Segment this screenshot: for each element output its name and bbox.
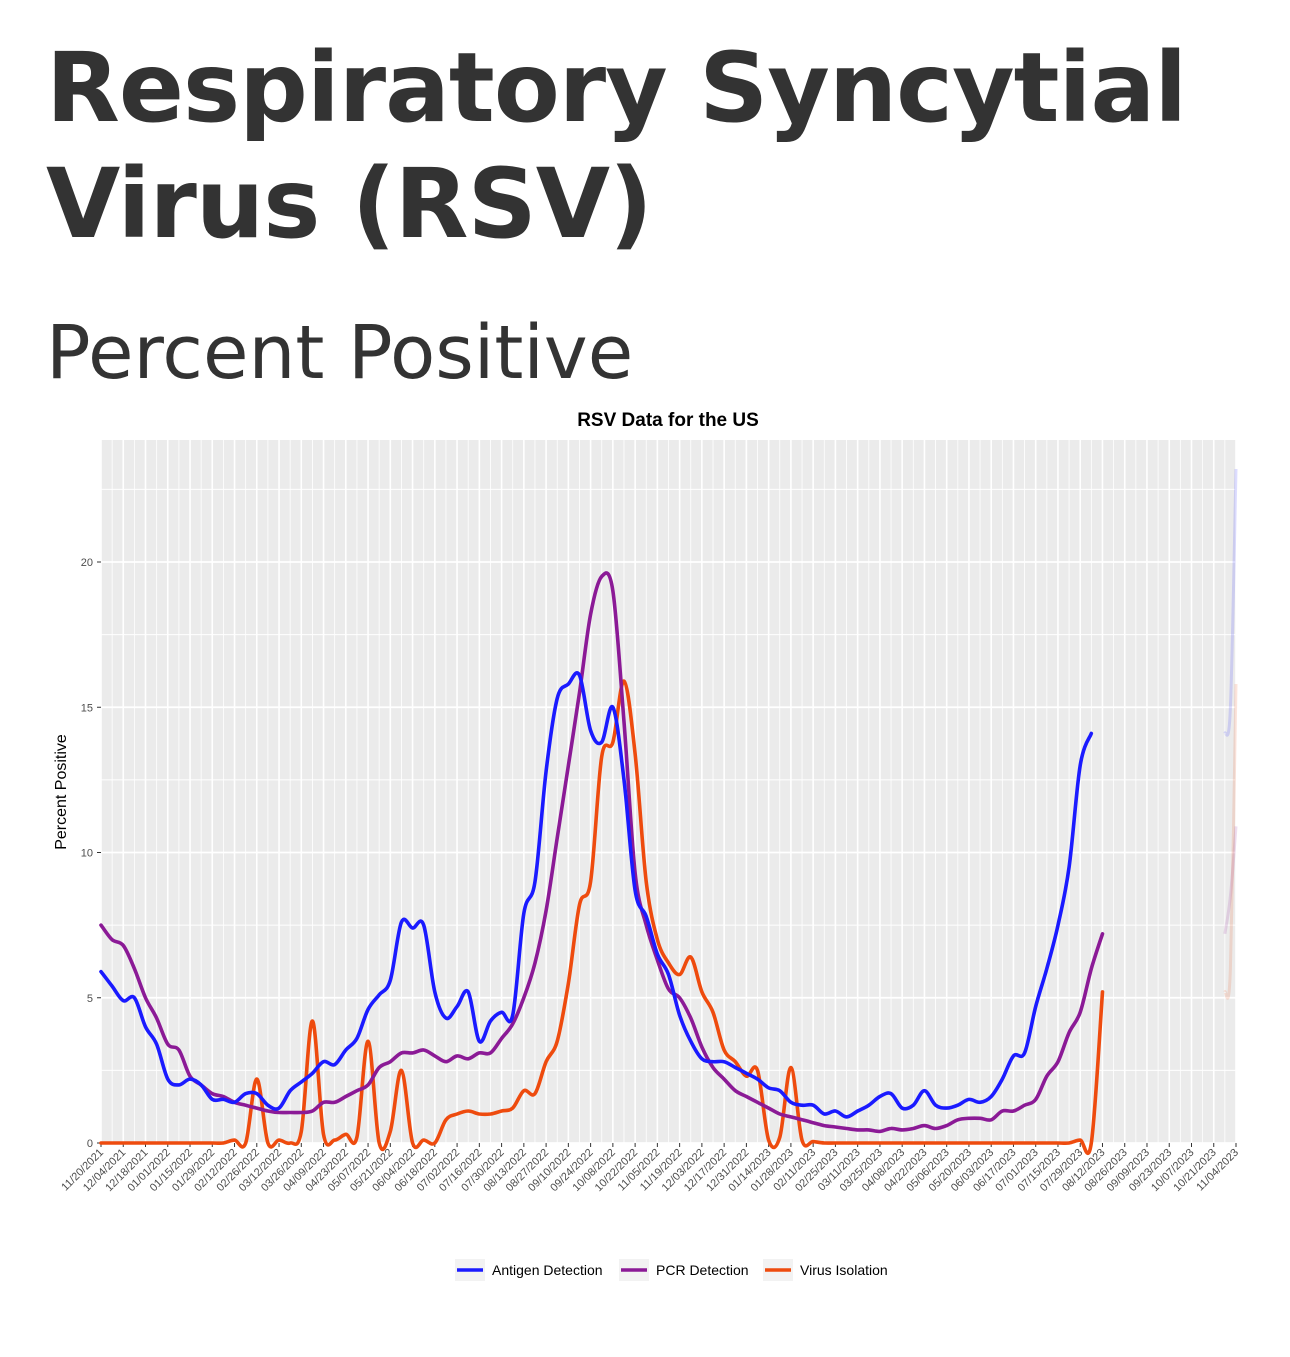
legend-item: PCR Detection	[619, 1259, 749, 1281]
page-title: Respiratory Syncytial Virus (RSV)	[46, 32, 1187, 260]
legend-label: Virus Isolation	[800, 1262, 888, 1278]
chart-title: RSV Data for the US	[577, 410, 759, 431]
pcr-faded-extension	[1223, 826, 1238, 935]
y-axis: 0 5 10 15 20	[81, 557, 101, 1150]
legend: Antigen Detection PCR Detection Virus Isol…	[455, 1259, 888, 1281]
y-tick-label: 5	[87, 993, 93, 1005]
y-tick-label: 10	[81, 848, 93, 860]
legend-label: PCR Detection	[656, 1262, 749, 1278]
y-tick-label: 15	[81, 702, 93, 714]
rsv-line-chart: RSV Data for the US 0 5 10 15 20 11/20/20211…	[53, 410, 1241, 1281]
y-tick-label: 0	[87, 1138, 93, 1150]
chart-container: RSV Data for the US 0 5 10 15 20 11/20/2021 1…	[0, 400, 1290, 1353]
pcr-detection-line	[99, 571, 1105, 1134]
virus-faded-extension	[1223, 683, 1238, 1000]
virus-isolation-line	[99, 679, 1105, 1155]
legend-item: Antigen Detection	[455, 1259, 603, 1281]
antigen-detection-line	[99, 671, 1094, 1119]
legend-label: Antigen Detection	[492, 1262, 603, 1278]
series-lines	[99, 468, 1238, 1155]
section-title: Percent Positive	[46, 310, 634, 396]
y-axis-label: Percent Positive	[53, 734, 70, 850]
legend-item: Virus Isolation	[763, 1259, 888, 1281]
x-axis: 11/20/202112/04/202112/18/202101/01/2022…	[59, 1143, 1241, 1194]
antigen-faded-extension	[1223, 468, 1238, 737]
y-tick-label: 20	[81, 557, 93, 569]
